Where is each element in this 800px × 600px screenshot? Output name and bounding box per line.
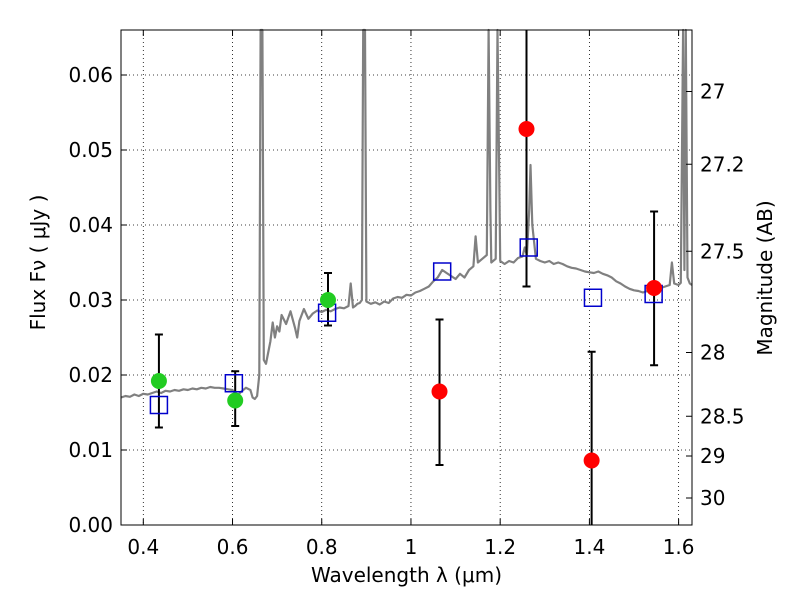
model-square [149,395,169,415]
axis-ticks: 0.4 0.6 0.8 1 1.2 1.4 1.6 0.00 0.01 0.02 0.03 0.04 0… [68,30,745,559]
y-tick-label: 0.01 [68,438,113,462]
x-tick-label: 1.4 [573,535,605,559]
right-tick-label: 29 [700,444,725,468]
plot-frame [120,29,693,526]
model-square [432,262,452,281]
x-axis-label: Wavelength λ (μm) [311,563,502,587]
y-tick-label: 0.03 [68,288,113,312]
red-point [431,383,448,400]
right-tick-label: 27.5 [700,239,745,263]
photometry-points [150,121,663,469]
x-tick-label: 1.6 [663,535,695,559]
right-tick-label: 27 [700,80,725,104]
x-tick-label: 0.8 [306,535,338,559]
red-point [518,121,535,137]
x-tick-label: 1.2 [484,535,516,559]
y-tick-label: 0.04 [68,213,113,237]
model-squares [149,238,663,415]
error-bars [154,30,659,525]
red-point [583,452,600,469]
sed-spectrum [120,28,693,401]
green-point [227,392,244,409]
model-square [224,374,244,393]
right-tick-label: 28.5 [700,404,745,428]
y-tick-label: 0.06 [68,63,113,87]
right-tick-label: 30 [700,486,725,510]
sed-line [120,28,693,401]
x-tick-label: 0.6 [217,535,249,559]
y-tick-label: 0.02 [68,363,113,387]
y-tick-label: 0.05 [68,138,113,162]
x-tick-label: 0.4 [127,535,159,559]
y-axis-label: Flux Fν ( μJy ) [26,195,50,331]
right-tick-label: 27.2 [700,152,745,176]
x-tick-label: 1 [405,535,418,559]
grid-lines [121,30,692,526]
red-point [646,280,663,296]
green-point [150,373,167,389]
model-square [583,288,603,307]
y-tick-label: 0.00 [68,513,113,537]
right-tick-label: 28 [700,341,725,365]
model-square [519,238,538,257]
right-axis-label: Magnitude (AB) [753,200,777,355]
green-point [319,292,336,308]
